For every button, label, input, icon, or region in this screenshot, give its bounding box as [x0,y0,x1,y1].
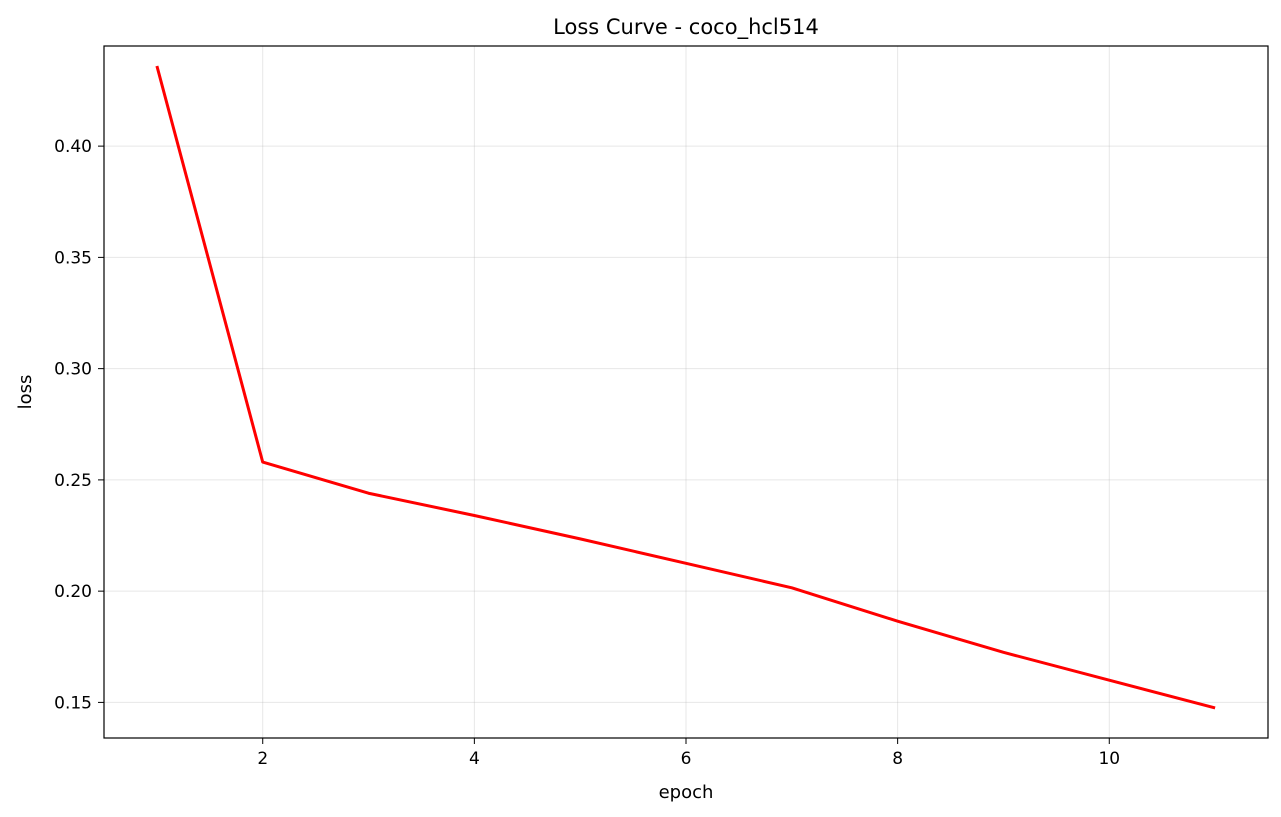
y-axis-ticks: 0.15 0.20 0.25 0.30 0.35 0.40 [54,137,104,713]
y-tick-label: 0.30 [54,360,92,380]
x-tick-label: 6 [681,749,692,769]
grid-layer [104,46,1268,738]
x-axis-ticks: 2 4 6 8 10 [257,738,1120,769]
x-tick-label: 8 [892,749,903,769]
x-axis-label: epoch [659,782,714,803]
y-tick-label: 0.15 [54,693,92,713]
series-layer [155,65,1216,710]
x-tick-label: 10 [1098,749,1120,769]
y-tick-label: 0.25 [54,471,92,491]
x-tick-label: 2 [257,749,268,769]
chart-title: Loss Curve - coco_hcl514 [553,15,819,40]
y-tick-label: 0.35 [54,248,92,268]
y-axis-label: loss [15,375,36,410]
x-tick-label: 4 [469,749,480,769]
y-tick-label: 0.20 [54,582,92,602]
y-tick-label: 0.40 [54,137,92,157]
loss-series-line [155,65,1216,710]
